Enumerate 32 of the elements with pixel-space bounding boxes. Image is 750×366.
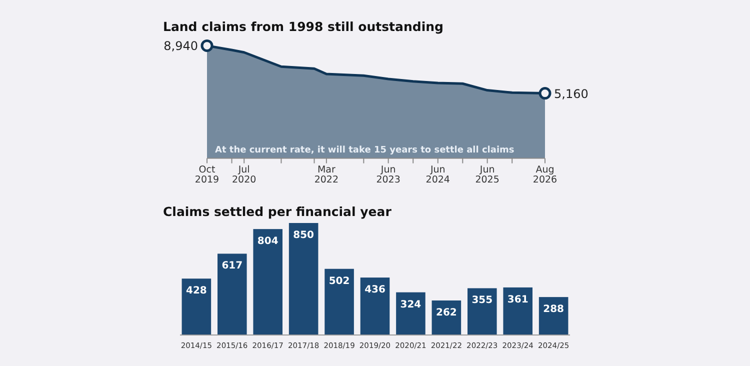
data-label: 5,160 [554, 86, 588, 101]
data-label: 361 [507, 294, 528, 306]
data-label: 436 [364, 284, 386, 296]
x-tick-label: Oct 2019 [194, 164, 220, 186]
annotation: At the current rate, it will take 15 years to settle all claims [215, 145, 514, 156]
data-label: 8,940 [164, 39, 198, 54]
data-label: 850 [293, 230, 314, 241]
data-label: 804 [257, 236, 278, 248]
x-tick-label: Aug 2026 [532, 164, 558, 186]
x-tick-label: Jun 2025 [475, 164, 500, 186]
bar [503, 287, 532, 335]
data-label: 288 [543, 304, 564, 316]
chart-title: Land claims from 1998 still outstanding [163, 19, 444, 34]
bar [324, 268, 354, 335]
data-label: 617 [222, 260, 243, 272]
data-label: 502 [328, 276, 350, 287]
data-label: 355 [472, 295, 493, 306]
bar [182, 278, 212, 335]
bar [288, 223, 318, 335]
x-tick-label: Jul 2020 [232, 164, 256, 186]
data-label: 262 [436, 307, 457, 318]
x-tick-label: Jun 2024 [426, 164, 450, 186]
bar [396, 292, 426, 335]
data-label: 324 [400, 299, 422, 310]
bar [218, 254, 247, 335]
bar [253, 229, 282, 335]
x-tick-label: Jun 2023 [376, 164, 400, 186]
data-label: 428 [186, 286, 207, 297]
bar [468, 288, 497, 335]
x-tick-label: Mar 2022 [314, 164, 339, 186]
chart-title: Claims settled per financial year [163, 204, 392, 219]
bar [360, 278, 390, 335]
